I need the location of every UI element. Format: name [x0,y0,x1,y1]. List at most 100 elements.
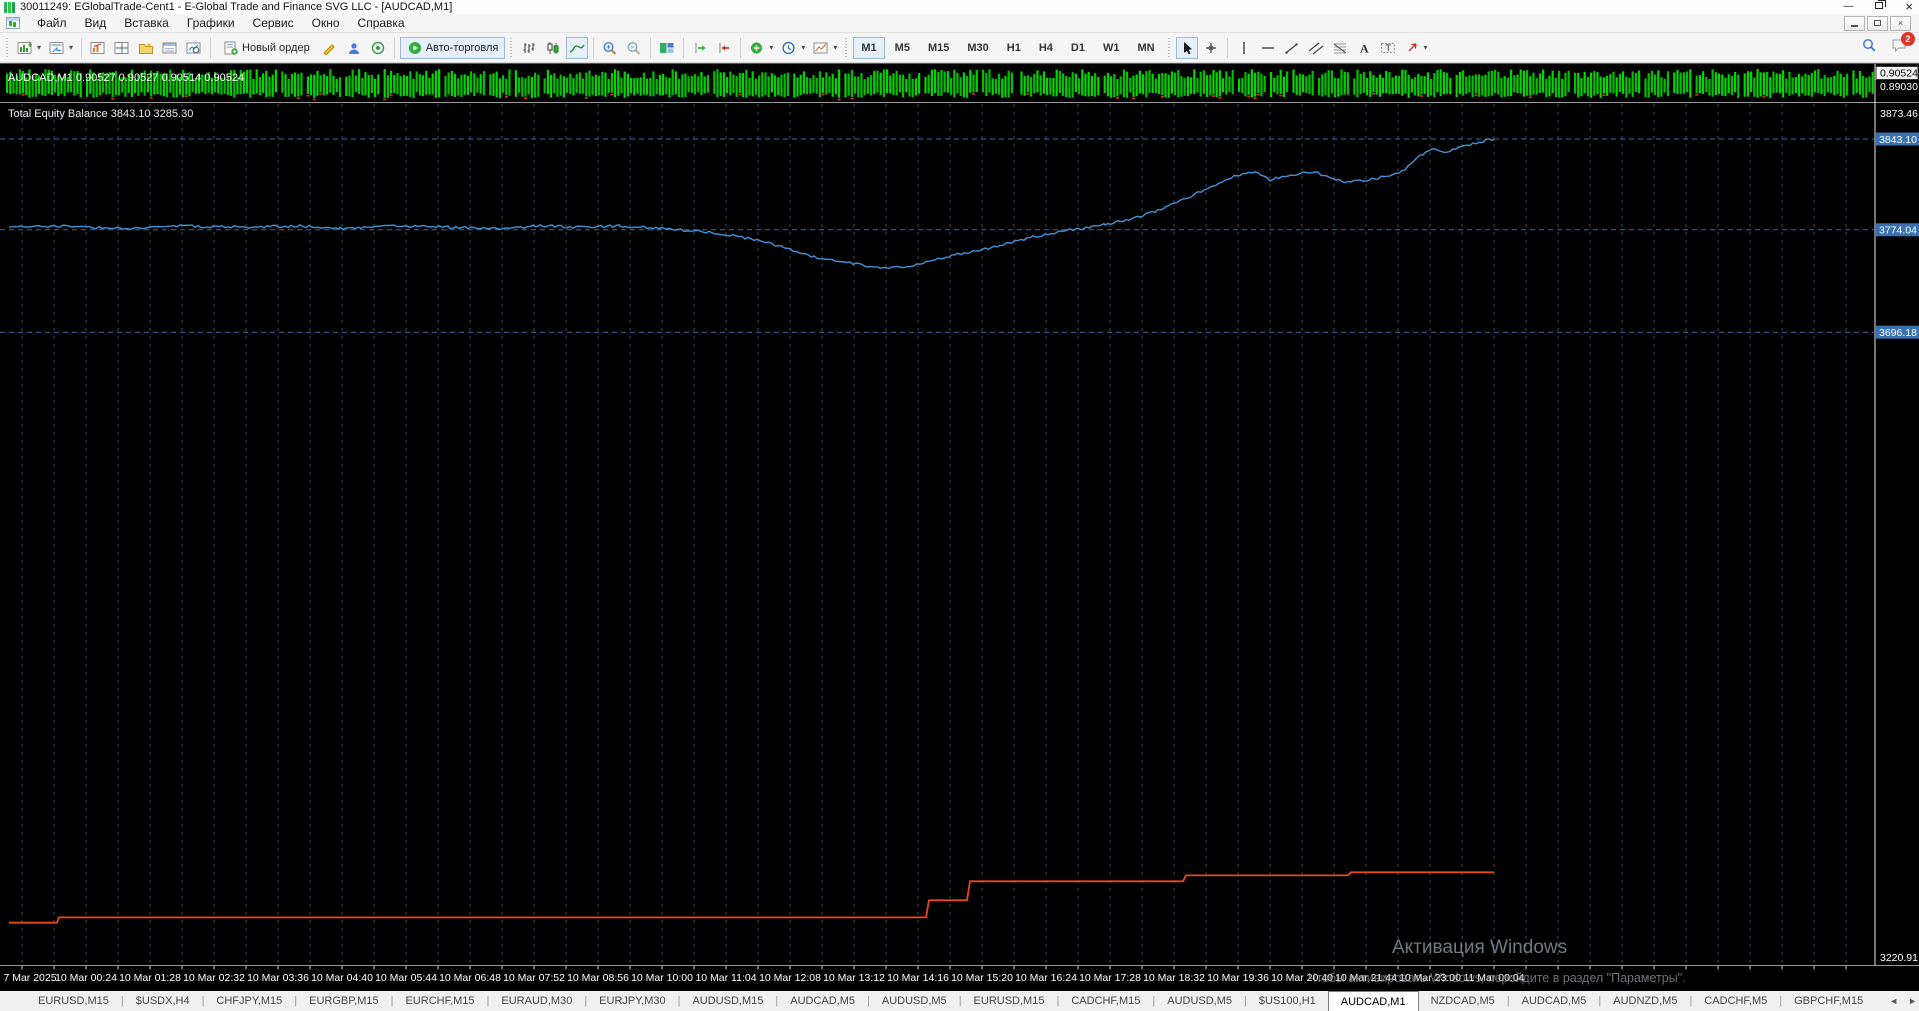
tab-audcad-m5[interactable]: AUDCAD,M5 [790,995,856,1007]
svg-text:A: A [1360,41,1369,55]
tab-cadchf-m5[interactable]: CADCHF,M5 [1704,995,1768,1007]
bar-chart-button[interactable] [518,37,540,59]
tab-audcad-m1[interactable]: AUDCAD,M1 [1327,991,1419,1011]
restore-button[interactable] [1875,0,1887,12]
tf-d1-button[interactable]: D1 [1063,37,1093,59]
tab-audnzd-m5[interactable]: AUDNZD,M5 [1613,995,1678,1007]
candlestick-chart-button[interactable] [542,37,564,59]
autotrading-label: Авто-торговля [425,41,499,54]
signal-icon [371,41,384,54]
equidistant-channel-button[interactable] [1305,37,1327,59]
menu-вид[interactable]: Вид [84,16,107,30]
tab-eurchf-m15[interactable]: EURCHF,M15 [405,995,475,1007]
tab-nzdcad-m5[interactable]: NZDCAD,M5 [1430,995,1495,1007]
tf-m5-button[interactable]: M5 [887,37,918,59]
tile-icon [660,42,674,53]
windows-activation-watermark-line2: Чтобы активировать Windows, перейдите в … [1308,971,1686,985]
cursor-button[interactable] [1175,36,1198,59]
tab-eurusd-m15[interactable]: EURUSD,M15 [38,995,109,1007]
chat-button[interactable]: 2 [1891,32,1915,57]
tab-scroll-right-button[interactable]: ► [1908,996,1918,1006]
fibonacci-button[interactable] [1329,37,1351,59]
depth-of-market-button[interactable] [343,37,365,59]
time-axis-label: 10 Mar 03:36 [247,972,309,984]
menu-графики[interactable]: Графики [186,16,235,30]
window-title: 30011249: EGlobalTrade-Cent1 - E-Global … [20,1,453,13]
play-icon [408,41,421,54]
tf-h4-label: H4 [1038,41,1053,54]
zoom-in-button[interactable] [599,37,621,59]
tab--usdx-h4[interactable]: $USDX,H4 [135,995,190,1007]
trendline-button[interactable] [1281,37,1303,59]
new-chart-button[interactable]: + ▾ [14,37,44,59]
chart-shift-button[interactable] [713,37,735,59]
tab-audusd-m5[interactable]: AUDUSD,M5 [1167,995,1233,1007]
menu-вставка[interactable]: Вставка [124,16,169,30]
time-axis-label: 10 Mar 06:48 [439,972,501,984]
tab-audusd-m15[interactable]: AUDUSD,M15 [692,995,764,1007]
tab-gbpchf-m15[interactable]: GBPCHF,M15 [1794,995,1864,1007]
line-chart-button[interactable] [566,36,589,59]
tab-scroll-left-button[interactable]: ◄ [1889,996,1899,1006]
text-label-button[interactable]: T [1377,37,1399,59]
toolbar-separator [81,37,83,58]
navigator-button[interactable] [135,37,157,59]
signals-button[interactable] [367,37,389,59]
menu-справка[interactable]: Справка [357,16,405,30]
tf-m5-label: M5 [894,41,910,54]
tf-h4-button[interactable]: H4 [1031,37,1061,59]
tab-cadchf-m15[interactable]: CADCHF,M15 [1071,995,1141,1007]
chart-restore-button[interactable] [1867,15,1888,31]
dropdown-arrow-icon: ▾ [769,43,774,52]
zoom-out-button[interactable] [623,37,645,59]
arrows-button[interactable]: ▾ [1401,37,1431,59]
tab-eurgbp-m15[interactable]: EURGBP,M15 [309,995,379,1007]
tile-windows-button[interactable] [656,37,678,59]
menu-файл[interactable]: Файл [37,16,67,30]
minimize-button[interactable]: — [1843,1,1854,12]
titlebar: 30011249: EGlobalTrade-Cent1 - E-Global … [0,0,1919,14]
vertical-line-button[interactable] [1233,37,1255,59]
new-order-button[interactable]: Новый ордер [216,37,317,59]
profiles-button[interactable]: ▾ [46,37,76,59]
tab--us100-h1[interactable]: $US100,H1 [1258,995,1316,1007]
tf-m1-button[interactable]: M1 [853,36,885,59]
terminal-button[interactable] [159,37,181,59]
tf-mn-button[interactable]: MN [1129,37,1162,59]
tab-chfjpy-m15[interactable]: CHFJPY,M15 [216,995,283,1007]
tab-audusd-m5[interactable]: AUDUSD,M5 [881,995,947,1007]
tab-eurjpy-m30[interactable]: EURJPY,M30 [599,995,666,1007]
search-button[interactable] [1861,38,1877,57]
horizontal-line-button[interactable] [1257,37,1279,59]
chart-area[interactable]: 7 Mar 2025 10 Mar 00:24 10 Mar 01:28 10 Mar… [0,63,1919,991]
tf-w1-button[interactable]: W1 [1095,37,1128,59]
tab-separator: | [201,995,205,1007]
strategy-tester-button[interactable] [183,37,205,59]
indicators-button[interactable]: ▾ [746,37,776,59]
templates-button[interactable]: ▾ [810,37,840,59]
tab-euraud-m30[interactable]: EURAUD,M30 [501,995,573,1007]
tf-h1-button[interactable]: H1 [999,37,1029,59]
tf-m30-button[interactable]: M30 [959,37,996,59]
toolbar-separator [593,37,595,58]
data-window-button[interactable] [111,37,133,59]
market-watch-button[interactable] [87,37,109,59]
time-axis-label: 10 Mar 19:36 [1207,972,1269,984]
close-button[interactable]: × [1905,0,1913,14]
bars-icon [523,42,535,53]
periods-button[interactable]: ▾ [778,37,808,59]
chart-minimize-button[interactable] [1844,15,1865,31]
tab-audcad-m5[interactable]: AUDCAD,M5 [1521,995,1587,1007]
tab-eurusd-m15[interactable]: EURUSD,M15 [973,995,1045,1007]
crosshair-button[interactable] [1200,37,1222,59]
menu-окно[interactable]: Окно [311,16,340,30]
auto-scroll-button[interactable] [689,37,711,59]
chart-close-button[interactable]: × [1890,15,1911,31]
metaeditor-button[interactable] [319,37,341,59]
menu-сервис[interactable]: Сервис [252,16,294,30]
autotrading-button[interactable]: Авто-торговля [399,36,506,59]
tf-m15-button[interactable]: M15 [920,37,957,59]
text-button[interactable]: A [1353,37,1375,59]
